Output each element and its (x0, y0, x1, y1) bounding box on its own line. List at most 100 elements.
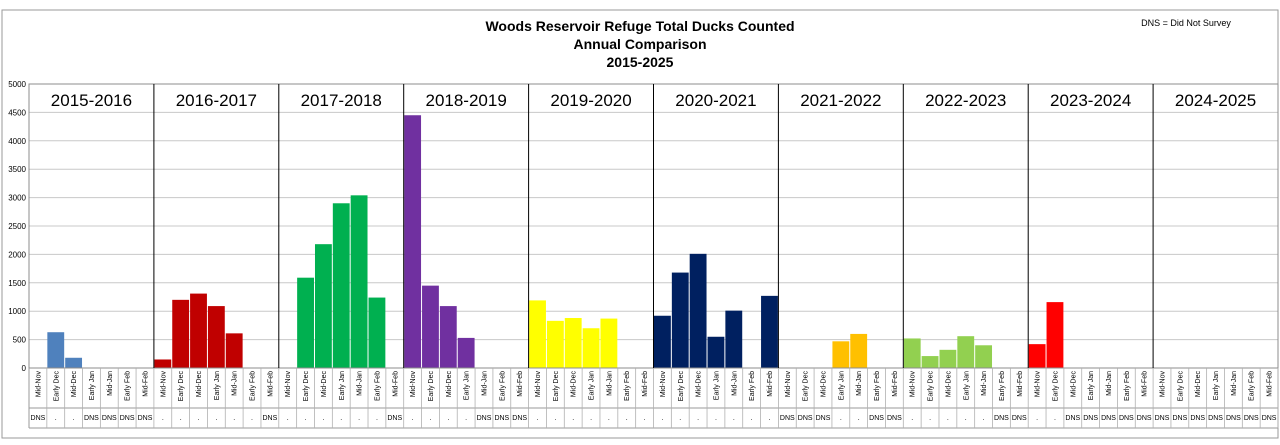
dns-label: DNS (1244, 415, 1259, 422)
surveyed-marker: . (322, 415, 324, 422)
x-tick-label: Mid-Dec (821, 371, 828, 398)
x-tick-label: Mid-Nov (1035, 371, 1042, 398)
x-tick-label: Mid-Feb (1017, 371, 1024, 397)
y-tick-label: 0 (22, 364, 27, 373)
x-tick-label: Mid-Nov (285, 371, 292, 398)
bar-2018-2019-early-dec (422, 285, 439, 368)
y-tick-label: 4500 (8, 108, 26, 117)
surveyed-marker: . (73, 415, 75, 422)
dns-label: DNS (262, 415, 277, 422)
dns-label: DNS (869, 415, 884, 422)
x-tick-label: Early Jan (1088, 371, 1095, 400)
bar-2020-2021-mid-dec (689, 253, 707, 368)
surveyed-marker: . (162, 415, 164, 422)
x-tick-label: Early Feb (499, 371, 506, 401)
x-tick-label: Early Jan (713, 371, 720, 400)
season-label: 2022-2023 (925, 91, 1006, 110)
y-tick-label: 1000 (8, 307, 26, 316)
surveyed-marker: . (715, 415, 717, 422)
season-label: 2016-2017 (176, 91, 257, 110)
dns-label: DNS (798, 415, 813, 422)
surveyed-marker: . (947, 415, 949, 422)
bar-2020-2021-early-jan (707, 336, 725, 368)
surveyed-marker: . (1054, 415, 1056, 422)
dns-label: DNS (512, 415, 527, 422)
x-tick-label: Early Feb (1249, 371, 1256, 401)
x-tick-label: Early Dec (803, 371, 810, 402)
axes (28, 83, 1279, 429)
y-tick-label: 500 (13, 336, 27, 345)
x-tick-label: Early Dec (678, 371, 685, 402)
bar-2022-2023-mid-nov (903, 338, 921, 368)
surveyed-marker: . (858, 415, 860, 422)
dns-label: DNS (138, 415, 153, 422)
bar-2021-2022-mid-jan (850, 333, 868, 368)
bar-2020-2021-early-dec (671, 272, 689, 368)
y-tick-label: 5000 (8, 80, 26, 89)
dns-label: DNS (102, 415, 117, 422)
x-tick-label: Mid-Dec (446, 371, 453, 398)
x-tick-label: Mid-Dec (1195, 371, 1202, 398)
season-label: 2015-2016 (51, 91, 132, 110)
surveyed-marker: . (376, 415, 378, 422)
dns-label: DNS (494, 415, 509, 422)
bar-2017-2018-mid-dec (314, 244, 332, 368)
bar-2016-2017-early-dec (172, 299, 190, 368)
surveyed-marker: . (215, 415, 217, 422)
bar-2016-2017-mid-nov (154, 359, 172, 368)
bar-2018-2019-mid-nov (404, 115, 422, 369)
x-tick-label: Mid-Nov (910, 371, 917, 398)
x-tick-label: Early Dec (553, 371, 560, 402)
x-tick-label: Early Dec (428, 371, 435, 402)
surveyed-marker: . (590, 415, 592, 422)
x-tick-label: Early Dec (178, 371, 185, 402)
x-tick-label: Mid-Nov (785, 371, 792, 398)
surveyed-marker: . (769, 415, 771, 422)
labels: 0 500 1000 1500 2000 2500 3000 3500 4000 4500 5000… (8, 80, 1277, 422)
bar-2015-2016-mid-dec (65, 357, 83, 368)
dns-label: DNS (816, 415, 831, 422)
bar-2023-2024-mid-nov (1028, 344, 1046, 368)
surveyed-marker: . (180, 415, 182, 422)
x-tick-label: Early Feb (1124, 371, 1131, 401)
x-tick-label: Early Dec (928, 371, 935, 402)
surveyed-marker: . (911, 415, 913, 422)
x-tick-label: Early Dec (1052, 371, 1059, 402)
dns-label: DNS (1137, 415, 1152, 422)
bar-2022-2023-early-dec (921, 356, 939, 368)
y-tick-label: 1500 (8, 279, 26, 288)
chart-frame (1, 9, 1279, 439)
bar-2017-2018-mid-jan (350, 195, 368, 368)
surveyed-marker: . (429, 415, 431, 422)
x-tick-label: Mid-Feb (517, 371, 524, 397)
surveyed-marker: . (983, 415, 985, 422)
bar-2017-2018-early-feb (368, 297, 386, 368)
surveyed-marker: . (198, 415, 200, 422)
x-tick-label: Mid-Feb (767, 371, 774, 397)
x-tick-label: Mid-Dec (196, 371, 203, 398)
x-tick-label: Early Dec (53, 371, 60, 402)
surveyed-marker: . (447, 415, 449, 422)
bars (47, 115, 1064, 369)
x-tick-label: Mid-Jan (1106, 371, 1113, 396)
bar-2021-2022-early-jan (832, 341, 850, 368)
dns-label: DNS (1012, 415, 1027, 422)
chart-title-line-1: Woods Reservoir Refuge Total Ducks Count… (485, 18, 794, 34)
surveyed-marker: . (465, 415, 467, 422)
dns-label: DNS (887, 415, 902, 422)
dns-label: DNS (994, 415, 1009, 422)
x-tick-label: Early Jan (1213, 371, 1220, 400)
bar-2016-2017-mid-dec (190, 293, 207, 368)
dns-label: DNS (477, 415, 492, 422)
dns-label: DNS (84, 415, 99, 422)
bar-2022-2023-early-jan (957, 336, 975, 368)
x-tick-label: Mid-Jan (981, 371, 988, 396)
x-tick-label: Mid-Nov (160, 371, 167, 398)
x-tick-label: Early Feb (874, 371, 881, 401)
bar-2019-2020-mid-dec (564, 318, 582, 368)
surveyed-marker: . (251, 415, 253, 422)
bar-2017-2018-early-jan (332, 203, 350, 368)
x-tick-label: Early Jan (963, 371, 970, 400)
dns-label: DNS (1190, 415, 1205, 422)
x-tick-label: Early Feb (749, 371, 756, 401)
